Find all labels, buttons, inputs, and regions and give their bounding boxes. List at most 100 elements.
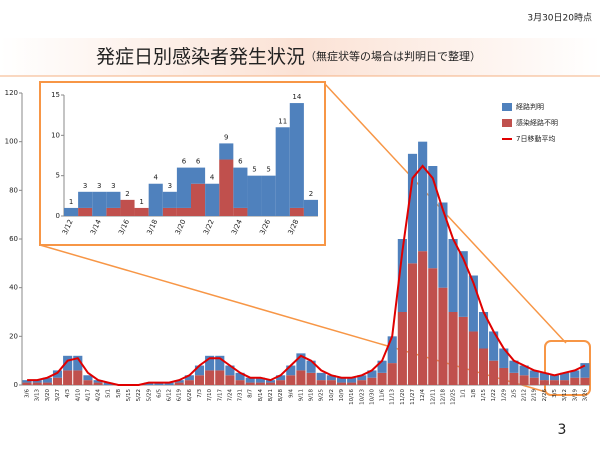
x-tick-label: 3/5 <box>552 389 558 398</box>
data-label: 2 <box>125 190 129 198</box>
bar <box>219 143 234 160</box>
bar <box>162 207 177 216</box>
x-tick-label: 5/1 <box>106 389 112 398</box>
bar <box>286 375 296 385</box>
x-tick-label: 4/17 <box>85 389 91 402</box>
bar <box>184 380 194 385</box>
x-tick-label: 4/3 <box>65 389 71 398</box>
bar <box>148 183 163 216</box>
bar <box>83 375 93 381</box>
data-label: 3 <box>168 182 172 190</box>
bar <box>78 191 93 208</box>
x-tick-label: 10/2 <box>329 389 335 401</box>
bar <box>52 370 63 378</box>
x-tick-label: 1/8 <box>471 389 477 398</box>
header-band <box>0 38 600 76</box>
x-tick-label: 3/6 <box>25 389 31 398</box>
x-tick-label: 7/17 <box>217 389 223 402</box>
bar <box>468 331 478 385</box>
bar <box>336 382 347 385</box>
bar <box>357 375 367 381</box>
bar <box>215 355 225 371</box>
bar <box>539 380 549 385</box>
x-tick-label: 5/8 <box>116 389 122 398</box>
x-tick-label: 2/12 <box>522 389 528 401</box>
bar <box>367 370 377 378</box>
data-label: 6 <box>238 158 243 166</box>
bar <box>103 382 113 385</box>
x-tick-label: 12/25 <box>451 389 457 405</box>
bar <box>357 380 367 385</box>
bar <box>519 375 529 385</box>
bar <box>289 103 304 208</box>
bar <box>219 159 234 216</box>
y-tick-label: 100 <box>5 138 18 146</box>
legend-swatch <box>502 119 512 127</box>
bar <box>418 141 428 252</box>
bar <box>326 375 336 381</box>
bar <box>144 382 154 385</box>
bar <box>303 199 318 216</box>
y-tick-label: 60 <box>9 235 18 243</box>
bar <box>52 377 63 385</box>
bar <box>316 380 326 385</box>
bar <box>509 360 519 373</box>
bar <box>93 382 103 385</box>
bar <box>570 370 580 378</box>
x-tick-label: 5/15 <box>126 389 132 402</box>
bar <box>184 375 194 381</box>
x-tick-label: 10/30 <box>369 389 375 405</box>
data-label: 9 <box>224 133 228 141</box>
x-tick-label: 5/29 <box>146 389 152 402</box>
bar <box>93 380 103 383</box>
y-tick-label: 80 <box>9 186 18 194</box>
x-tick-label: 10/16 <box>349 389 355 405</box>
data-label: 3 <box>111 182 115 190</box>
bar <box>78 207 93 216</box>
bar <box>296 370 306 385</box>
x-tick-label: 2/19 <box>532 389 538 402</box>
bar <box>387 336 397 364</box>
title: 発症日別感染者発生状況（無症状等の場合は判明日で整理） <box>96 46 481 68</box>
moving-average-line <box>27 164 586 386</box>
bar <box>499 348 509 368</box>
x-tick-label: 9/4 <box>288 389 294 398</box>
y-tick-label: 0 <box>56 212 60 220</box>
bar <box>438 202 448 288</box>
bar <box>336 377 347 383</box>
x-tick-label: 12/4 <box>420 389 426 402</box>
bar <box>377 372 387 385</box>
bar <box>418 251 428 385</box>
bar <box>174 380 184 383</box>
x-tick-label: 10/9 <box>339 389 345 402</box>
y-tick-label: 0 <box>14 381 18 389</box>
x-tick-label: 9/25 <box>319 389 325 402</box>
bar <box>468 275 478 332</box>
bar <box>32 382 42 385</box>
x-tick-label: 3/27 <box>55 389 61 402</box>
data-label: 4 <box>153 174 158 182</box>
bar <box>205 183 220 216</box>
bar <box>570 377 580 385</box>
data-label: 2 <box>309 190 313 198</box>
x-tick-label: 11/13 <box>390 389 396 405</box>
x-tick-label: 8/14 <box>258 389 264 402</box>
bar <box>549 375 560 381</box>
bar <box>191 183 206 216</box>
x-tick-label: 3/12 <box>562 389 568 401</box>
x-tick-label: 1/22 <box>491 389 497 401</box>
page-number: 3 <box>558 422 567 438</box>
bar <box>247 175 262 216</box>
bar <box>225 365 235 376</box>
bar <box>245 377 255 383</box>
data-label: 11 <box>278 117 287 125</box>
data-label: 5 <box>266 166 270 174</box>
bar <box>306 372 316 385</box>
bar <box>549 380 560 385</box>
bar <box>22 380 32 383</box>
data-label: 5 <box>252 166 256 174</box>
bar <box>489 360 499 385</box>
bar <box>205 370 215 385</box>
bar <box>519 365 529 376</box>
